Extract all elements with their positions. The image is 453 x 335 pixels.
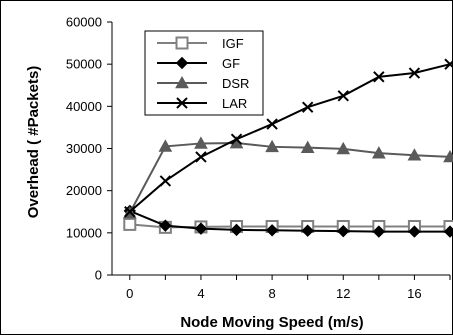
x-tick-label: 0 xyxy=(126,286,133,301)
data-point-lar xyxy=(230,133,243,145)
legend: IGF GF DSR LAR xyxy=(144,30,264,116)
data-point-lar xyxy=(195,151,207,163)
legend-item-lar: LAR xyxy=(157,96,247,111)
legend-item-dsr: DSR xyxy=(157,75,249,91)
data-point-lar xyxy=(159,175,172,187)
series-lar xyxy=(124,58,453,218)
y-tick-label: 60000 xyxy=(66,15,102,30)
y-axis-title: Overhead ( #Packets) xyxy=(25,66,42,219)
data-point-lar xyxy=(124,206,136,218)
data-point-lar xyxy=(337,90,349,102)
x-tick-label: 4 xyxy=(197,286,204,301)
data-point-gf xyxy=(265,224,279,237)
x-tick-label: 16 xyxy=(407,286,421,301)
data-point-lar xyxy=(266,118,278,130)
y-tick-label: 10000 xyxy=(66,225,102,240)
series-layer xyxy=(122,58,453,238)
y-tick-label: 0 xyxy=(95,268,102,283)
data-point-gf xyxy=(408,225,421,238)
x-tick-label: 12 xyxy=(336,286,350,301)
series-line-gf xyxy=(129,209,450,233)
legend-marker xyxy=(175,56,189,70)
data-point-gf xyxy=(443,225,453,238)
x-ticks: 0 4 8 12 16 xyxy=(126,275,451,301)
data-point-gf xyxy=(301,224,314,237)
legend-marker xyxy=(176,97,188,109)
data-point-igf xyxy=(123,217,137,231)
series-line-lar xyxy=(129,63,451,213)
legend-label: GF xyxy=(222,56,240,71)
legend-marker xyxy=(175,36,189,50)
y-ticks: 0 10000 20000 30000 40000 50000 60000 xyxy=(66,15,112,283)
data-point-dsr xyxy=(407,148,422,161)
data-point-gf xyxy=(337,224,350,238)
data-point-dsr xyxy=(336,141,351,155)
legend-items: IGF GF DSR LAR xyxy=(157,36,249,111)
data-point-dsr xyxy=(443,149,453,163)
data-point-gf xyxy=(372,225,386,238)
data-point-dsr xyxy=(300,140,315,153)
data-point-dsr xyxy=(158,139,173,152)
y-tick-label: 20000 xyxy=(66,183,102,198)
legend-item-igf: IGF xyxy=(157,36,244,51)
data-point-gf xyxy=(230,223,243,237)
series-dsr xyxy=(122,135,453,219)
series-line-dsr xyxy=(128,142,451,214)
y-tick-label: 50000 xyxy=(66,57,102,72)
data-point-gf xyxy=(159,219,172,232)
data-point-lar xyxy=(373,71,385,83)
y-tick-label: 30000 xyxy=(66,141,102,156)
data-point-lar xyxy=(408,67,421,79)
legend-item-gf: GF xyxy=(157,56,240,71)
x-tick-label: 8 xyxy=(268,286,275,301)
series-gf xyxy=(123,204,453,238)
y-tick-label: 40000 xyxy=(66,99,102,114)
data-point-dsr xyxy=(194,136,208,149)
legend-label: DSR xyxy=(222,76,249,91)
x-axis-title: Node Moving Speed (m/s) xyxy=(180,314,363,331)
data-point-lar xyxy=(301,101,314,113)
data-point-lar xyxy=(444,58,453,70)
legend-marker xyxy=(175,75,189,89)
legend-label: LAR xyxy=(222,96,247,111)
data-point-gf xyxy=(194,222,208,235)
legend-box xyxy=(144,30,264,116)
data-point-dsr xyxy=(265,139,279,153)
legend-label: IGF xyxy=(222,36,244,51)
data-point-dsr xyxy=(371,146,386,159)
